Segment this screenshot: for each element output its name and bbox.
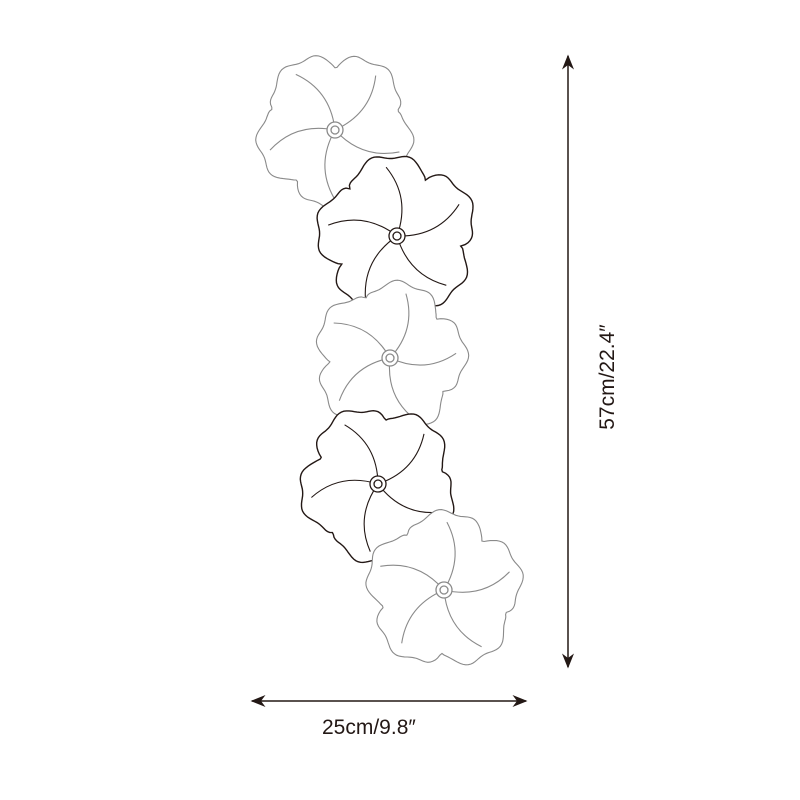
flower-5 bbox=[365, 509, 524, 666]
height-label: 57cm/22.4″ bbox=[596, 324, 619, 430]
flower-2 bbox=[316, 155, 474, 314]
flower-3 bbox=[315, 279, 470, 435]
width-label: 25cm/9.8″ bbox=[322, 716, 416, 739]
